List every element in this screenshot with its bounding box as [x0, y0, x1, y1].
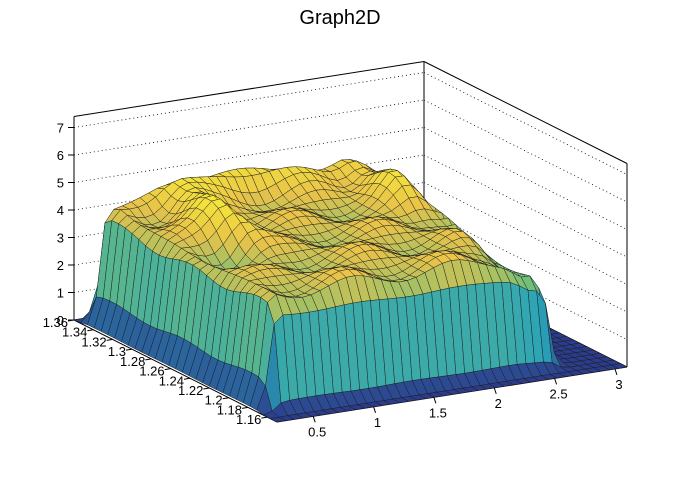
- x-tick: [494, 388, 496, 394]
- surface-mesh: [74, 160, 627, 423]
- z-tick-label: 6: [57, 148, 64, 163]
- x-tick: [555, 378, 557, 384]
- y-tick: [165, 369, 171, 370]
- y-tick: [203, 388, 209, 389]
- z-tick-label: 1: [57, 286, 64, 301]
- x-tick-label: 3: [615, 377, 622, 392]
- x-tick-label: 1.5: [429, 405, 447, 420]
- z-tick-label: 3: [57, 231, 64, 246]
- x-tick-label: 2.5: [550, 386, 568, 401]
- x-tick: [434, 397, 436, 403]
- y-tick: [87, 330, 93, 331]
- y-tick-label: 1.3: [108, 344, 126, 359]
- x-tick: [374, 407, 376, 413]
- y-tick: [184, 378, 190, 379]
- x-tick-label: 0.5: [308, 424, 326, 439]
- x-tick-label: 2: [495, 396, 502, 411]
- z-tick-label: 5: [57, 176, 64, 191]
- y-tick-label: 1.36: [43, 315, 68, 330]
- z-tick-label: 2: [57, 258, 64, 273]
- y-tick: [107, 339, 113, 340]
- x-tick: [615, 369, 617, 375]
- y-tick: [261, 417, 267, 418]
- chart-title: Graph2D: [299, 7, 380, 29]
- z-tick-label: 4: [57, 203, 64, 218]
- y-tick: [126, 349, 132, 350]
- y-tick-label: 1.2: [205, 393, 223, 408]
- z-tick-label: 7: [57, 121, 64, 136]
- z-tick-label: 0: [57, 313, 64, 328]
- y-tick: [242, 407, 248, 408]
- y-tick: [223, 398, 229, 399]
- x-tick-label: 1: [374, 415, 381, 430]
- y-tick: [145, 359, 151, 360]
- x-tick: [313, 416, 315, 422]
